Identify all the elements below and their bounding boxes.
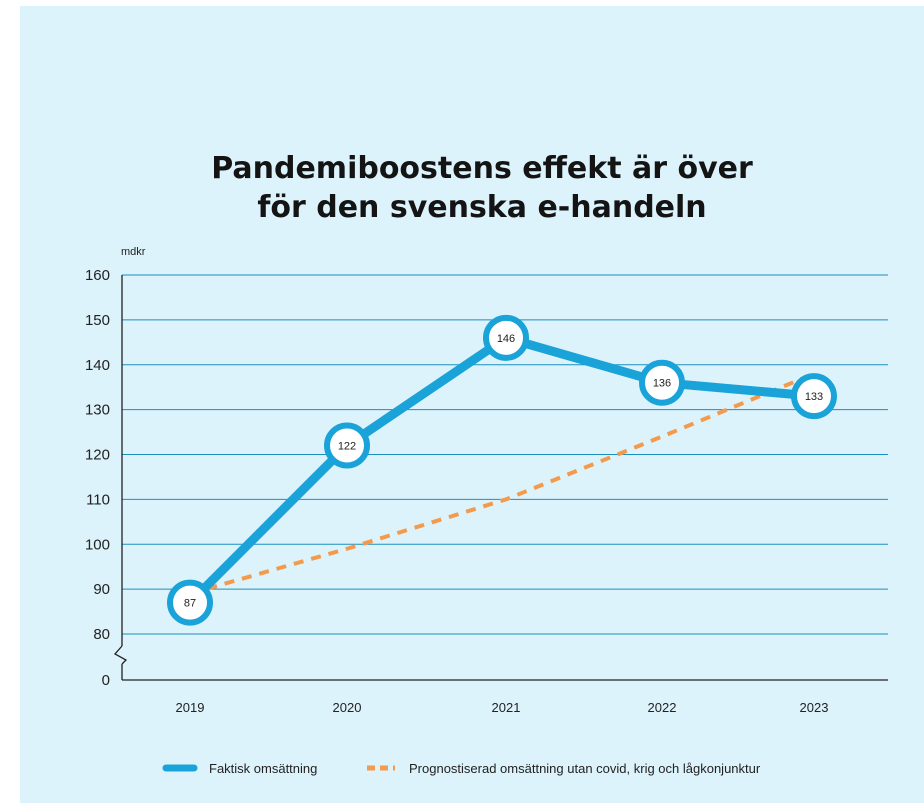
legend: Faktisk omsättning Prognostiserad omsättn… bbox=[162, 761, 761, 776]
data-point-2021 bbox=[483, 314, 529, 361]
line-chart: Pandemiboostens effekt är över för den s… bbox=[85, 151, 888, 776]
y-tick-label-100: 100 bbox=[85, 536, 110, 553]
legend-label-actual: Faktisk omsättning bbox=[209, 761, 317, 776]
y-axis-unit-label: mdkr bbox=[121, 246, 146, 258]
data-point-2020 bbox=[324, 422, 370, 469]
chart-title-line-1: Pandemiboostens effekt är över bbox=[211, 151, 753, 186]
data-point-2019 bbox=[167, 579, 213, 626]
y-tick-label-110: 110 bbox=[86, 491, 110, 508]
y-tick-label-120: 120 bbox=[85, 447, 110, 464]
y-tick-label-150: 150 bbox=[85, 312, 110, 329]
legend-label-forecast: Prognostiserad omsättning utan covid, kr… bbox=[409, 761, 761, 776]
x-tick-label-2022: 2022 bbox=[648, 700, 677, 715]
x-tick-label-2023: 2023 bbox=[800, 700, 829, 715]
y-tick-label-140: 140 bbox=[85, 357, 110, 374]
series-lines bbox=[186, 333, 815, 606]
chart-panel: Pandemiboostens effekt är över för den s… bbox=[20, 6, 924, 803]
x-tick-label-2020: 2020 bbox=[333, 700, 362, 715]
data-markers: 87 122 146 136 133 bbox=[167, 314, 837, 626]
y-tick-label-130: 130 bbox=[85, 402, 110, 419]
data-label-2019: 87 bbox=[184, 598, 196, 610]
data-point-2023 bbox=[791, 373, 837, 420]
y-tick-label-80: 80 bbox=[93, 626, 110, 643]
y-axis-break-symbol bbox=[113, 645, 128, 665]
y-tick-label-90: 90 bbox=[93, 581, 110, 598]
data-label-2021: 146 bbox=[497, 333, 515, 345]
data-label-2022: 136 bbox=[653, 378, 671, 390]
series-line-forecast bbox=[189, 371, 815, 596]
x-tick-label-2021: 2021 bbox=[492, 700, 521, 715]
x-tick-label-2019: 2019 bbox=[176, 700, 205, 715]
axes: 0 80 90 100 110 120 130 140 150 160 2019 2020 2021 20… bbox=[85, 267, 888, 715]
y-tick-label-0: 0 bbox=[102, 672, 110, 689]
data-point-2022 bbox=[639, 359, 685, 406]
chart-title-line-2: för den svenska e-handeln bbox=[257, 190, 706, 225]
y-tick-label-160: 160 bbox=[85, 267, 110, 284]
data-label-2023: 133 bbox=[805, 391, 823, 403]
data-label-2020: 122 bbox=[338, 441, 356, 453]
series-line-actual bbox=[186, 333, 815, 606]
